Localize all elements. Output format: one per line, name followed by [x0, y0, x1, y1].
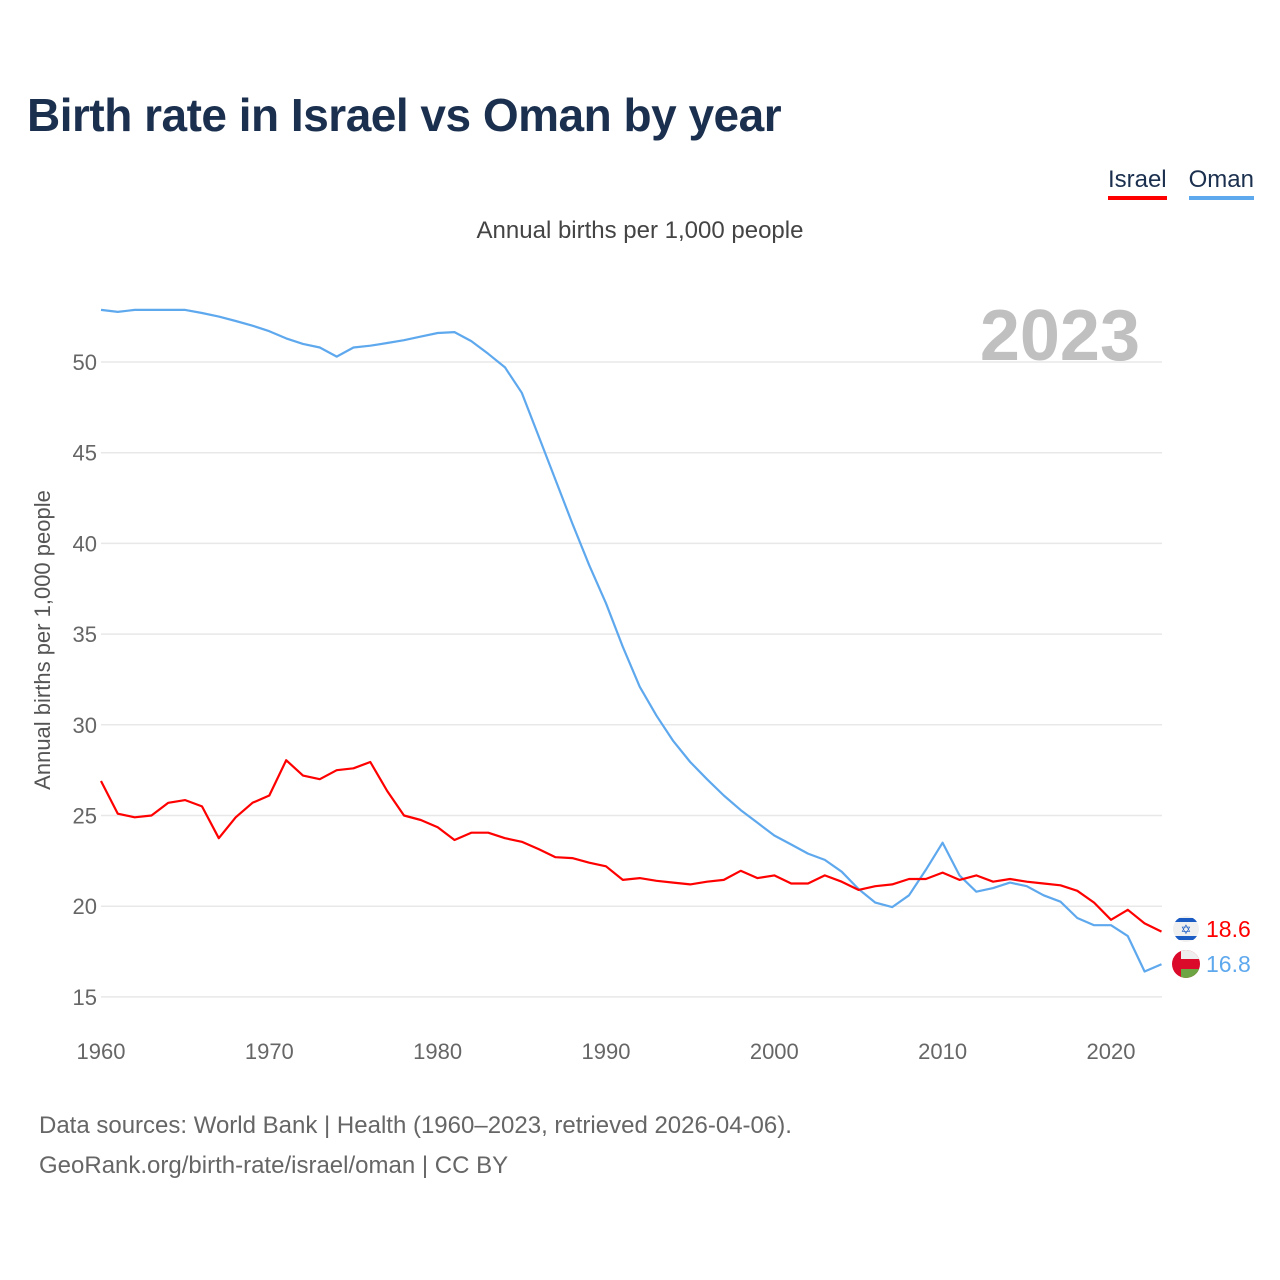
- x-tick-label: 1970: [245, 1039, 294, 1064]
- x-tick-label: 1980: [413, 1039, 462, 1064]
- series-line-oman: [100, 308, 1162, 973]
- chart-subtitle: Annual births per 1,000 people: [476, 217, 804, 244]
- series-line-israel: [100, 759, 1162, 933]
- y-tick-label: 15: [73, 985, 97, 1010]
- legend-item-israel[interactable]: Israel: [1107, 166, 1167, 200]
- svg-text:✡: ✡: [1181, 922, 1192, 937]
- end-label-oman: 16.8: [1206, 951, 1251, 977]
- y-tick-label: 25: [73, 804, 97, 829]
- oman-flag-icon: [1172, 950, 1200, 978]
- y-axis-label: Annual births per 1,000 people: [30, 490, 55, 790]
- x-tick-label: 2020: [1087, 1039, 1136, 1064]
- year-label: 2023: [980, 296, 1140, 376]
- footer: Data sources: World Bank | Health (1960–…: [39, 1106, 792, 1186]
- y-tick-label: 45: [73, 441, 97, 466]
- y-tick-label: 35: [73, 622, 97, 647]
- x-tick-label: 1960: [77, 1039, 126, 1064]
- israel-flag-icon: ✡: [1173, 916, 1199, 942]
- legend: Israel Oman: [1107, 166, 1254, 200]
- y-tick-label: 40: [73, 531, 97, 556]
- y-tick-label: 30: [73, 713, 97, 738]
- legend-item-oman[interactable]: Oman: [1188, 166, 1254, 200]
- x-tick-label: 1990: [582, 1039, 631, 1064]
- credit: GeoRank.org/birth-rate/israel/oman | CC …: [39, 1152, 509, 1179]
- y-tick-label: 50: [73, 350, 97, 375]
- x-tick-label: 2010: [918, 1039, 967, 1064]
- x-tick-label: 2000: [750, 1039, 799, 1064]
- y-tick-label: 20: [73, 894, 97, 919]
- chart-title: Birth rate in Israel vs Oman by year: [27, 89, 782, 141]
- data-source: Data sources: World Bank | Health (1960–…: [39, 1112, 792, 1139]
- end-label-israel: 18.6: [1206, 916, 1251, 942]
